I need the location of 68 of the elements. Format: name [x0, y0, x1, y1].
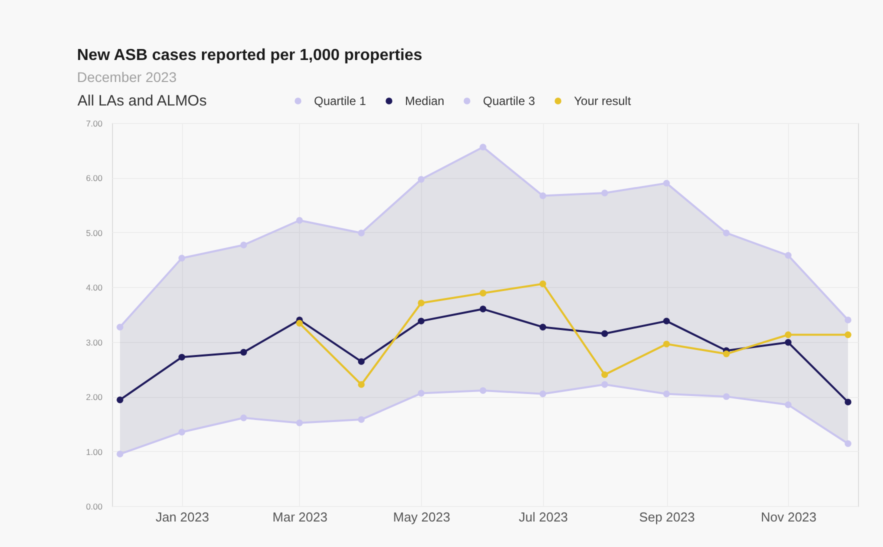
point	[539, 192, 546, 200]
y-tick-label: 2.00	[86, 392, 103, 402]
point	[296, 320, 303, 327]
point	[784, 252, 792, 259]
point	[784, 331, 792, 338]
y-tick-label: 6.00	[86, 173, 103, 184]
legend-label: Quartile 3	[483, 94, 536, 108]
point	[296, 419, 303, 426]
legend-label: Your result	[574, 94, 632, 108]
y-tick-label: 0.00	[86, 502, 103, 512]
chart-title: New ASB cases reported per 1,000 properties	[77, 47, 422, 64]
chart-subtitle: December 2023	[77, 69, 177, 85]
point	[723, 230, 730, 236]
point	[240, 242, 247, 248]
point	[663, 340, 670, 348]
point	[784, 339, 792, 346]
point	[480, 290, 486, 297]
point	[116, 396, 124, 404]
point	[296, 217, 303, 224]
point	[418, 390, 425, 397]
legend-label: Quartile 1	[314, 94, 366, 108]
point	[723, 350, 730, 358]
point	[663, 318, 670, 324]
point	[178, 254, 186, 262]
y-axis-title: All LAs and ALMOs	[78, 92, 207, 110]
point	[539, 280, 546, 288]
point	[663, 390, 670, 398]
x-tick-label: Nov 2023	[760, 510, 817, 524]
x-tick-label: May 2023	[393, 510, 450, 524]
point	[358, 416, 365, 423]
point	[539, 324, 546, 330]
point	[844, 331, 852, 338]
y-tick-label: 1.00	[86, 446, 103, 457]
point	[663, 180, 670, 187]
point	[539, 390, 546, 398]
point	[723, 393, 730, 400]
point	[601, 381, 608, 388]
y-tick-label: 7.00	[86, 118, 103, 128]
y-tick-label: 3.00	[86, 337, 103, 348]
point	[480, 387, 486, 394]
point	[178, 354, 186, 361]
point	[601, 371, 608, 378]
point	[418, 300, 425, 306]
point	[116, 324, 124, 330]
legend-label: Median	[405, 94, 444, 108]
point	[418, 318, 425, 324]
x-tick-label: Jul 2023	[518, 510, 568, 524]
point	[178, 428, 186, 436]
point	[784, 401, 792, 408]
point	[844, 398, 852, 406]
x-tick-label: Jan 2023	[156, 510, 210, 524]
point	[601, 190, 608, 196]
point	[418, 176, 425, 183]
point	[844, 316, 852, 324]
point	[240, 348, 247, 356]
point	[601, 330, 608, 337]
point	[240, 414, 247, 422]
x-tick-label: Mar 2023	[272, 510, 328, 524]
point	[358, 358, 365, 365]
point	[480, 306, 486, 312]
y-tick-label: 4.00	[86, 282, 103, 293]
point	[358, 230, 365, 236]
point	[116, 450, 124, 458]
y-tick-label: 5.00	[86, 228, 103, 238]
x-tick-label: Sep 2023	[639, 510, 695, 524]
point	[358, 381, 365, 388]
point	[844, 440, 852, 447]
point	[480, 144, 486, 150]
